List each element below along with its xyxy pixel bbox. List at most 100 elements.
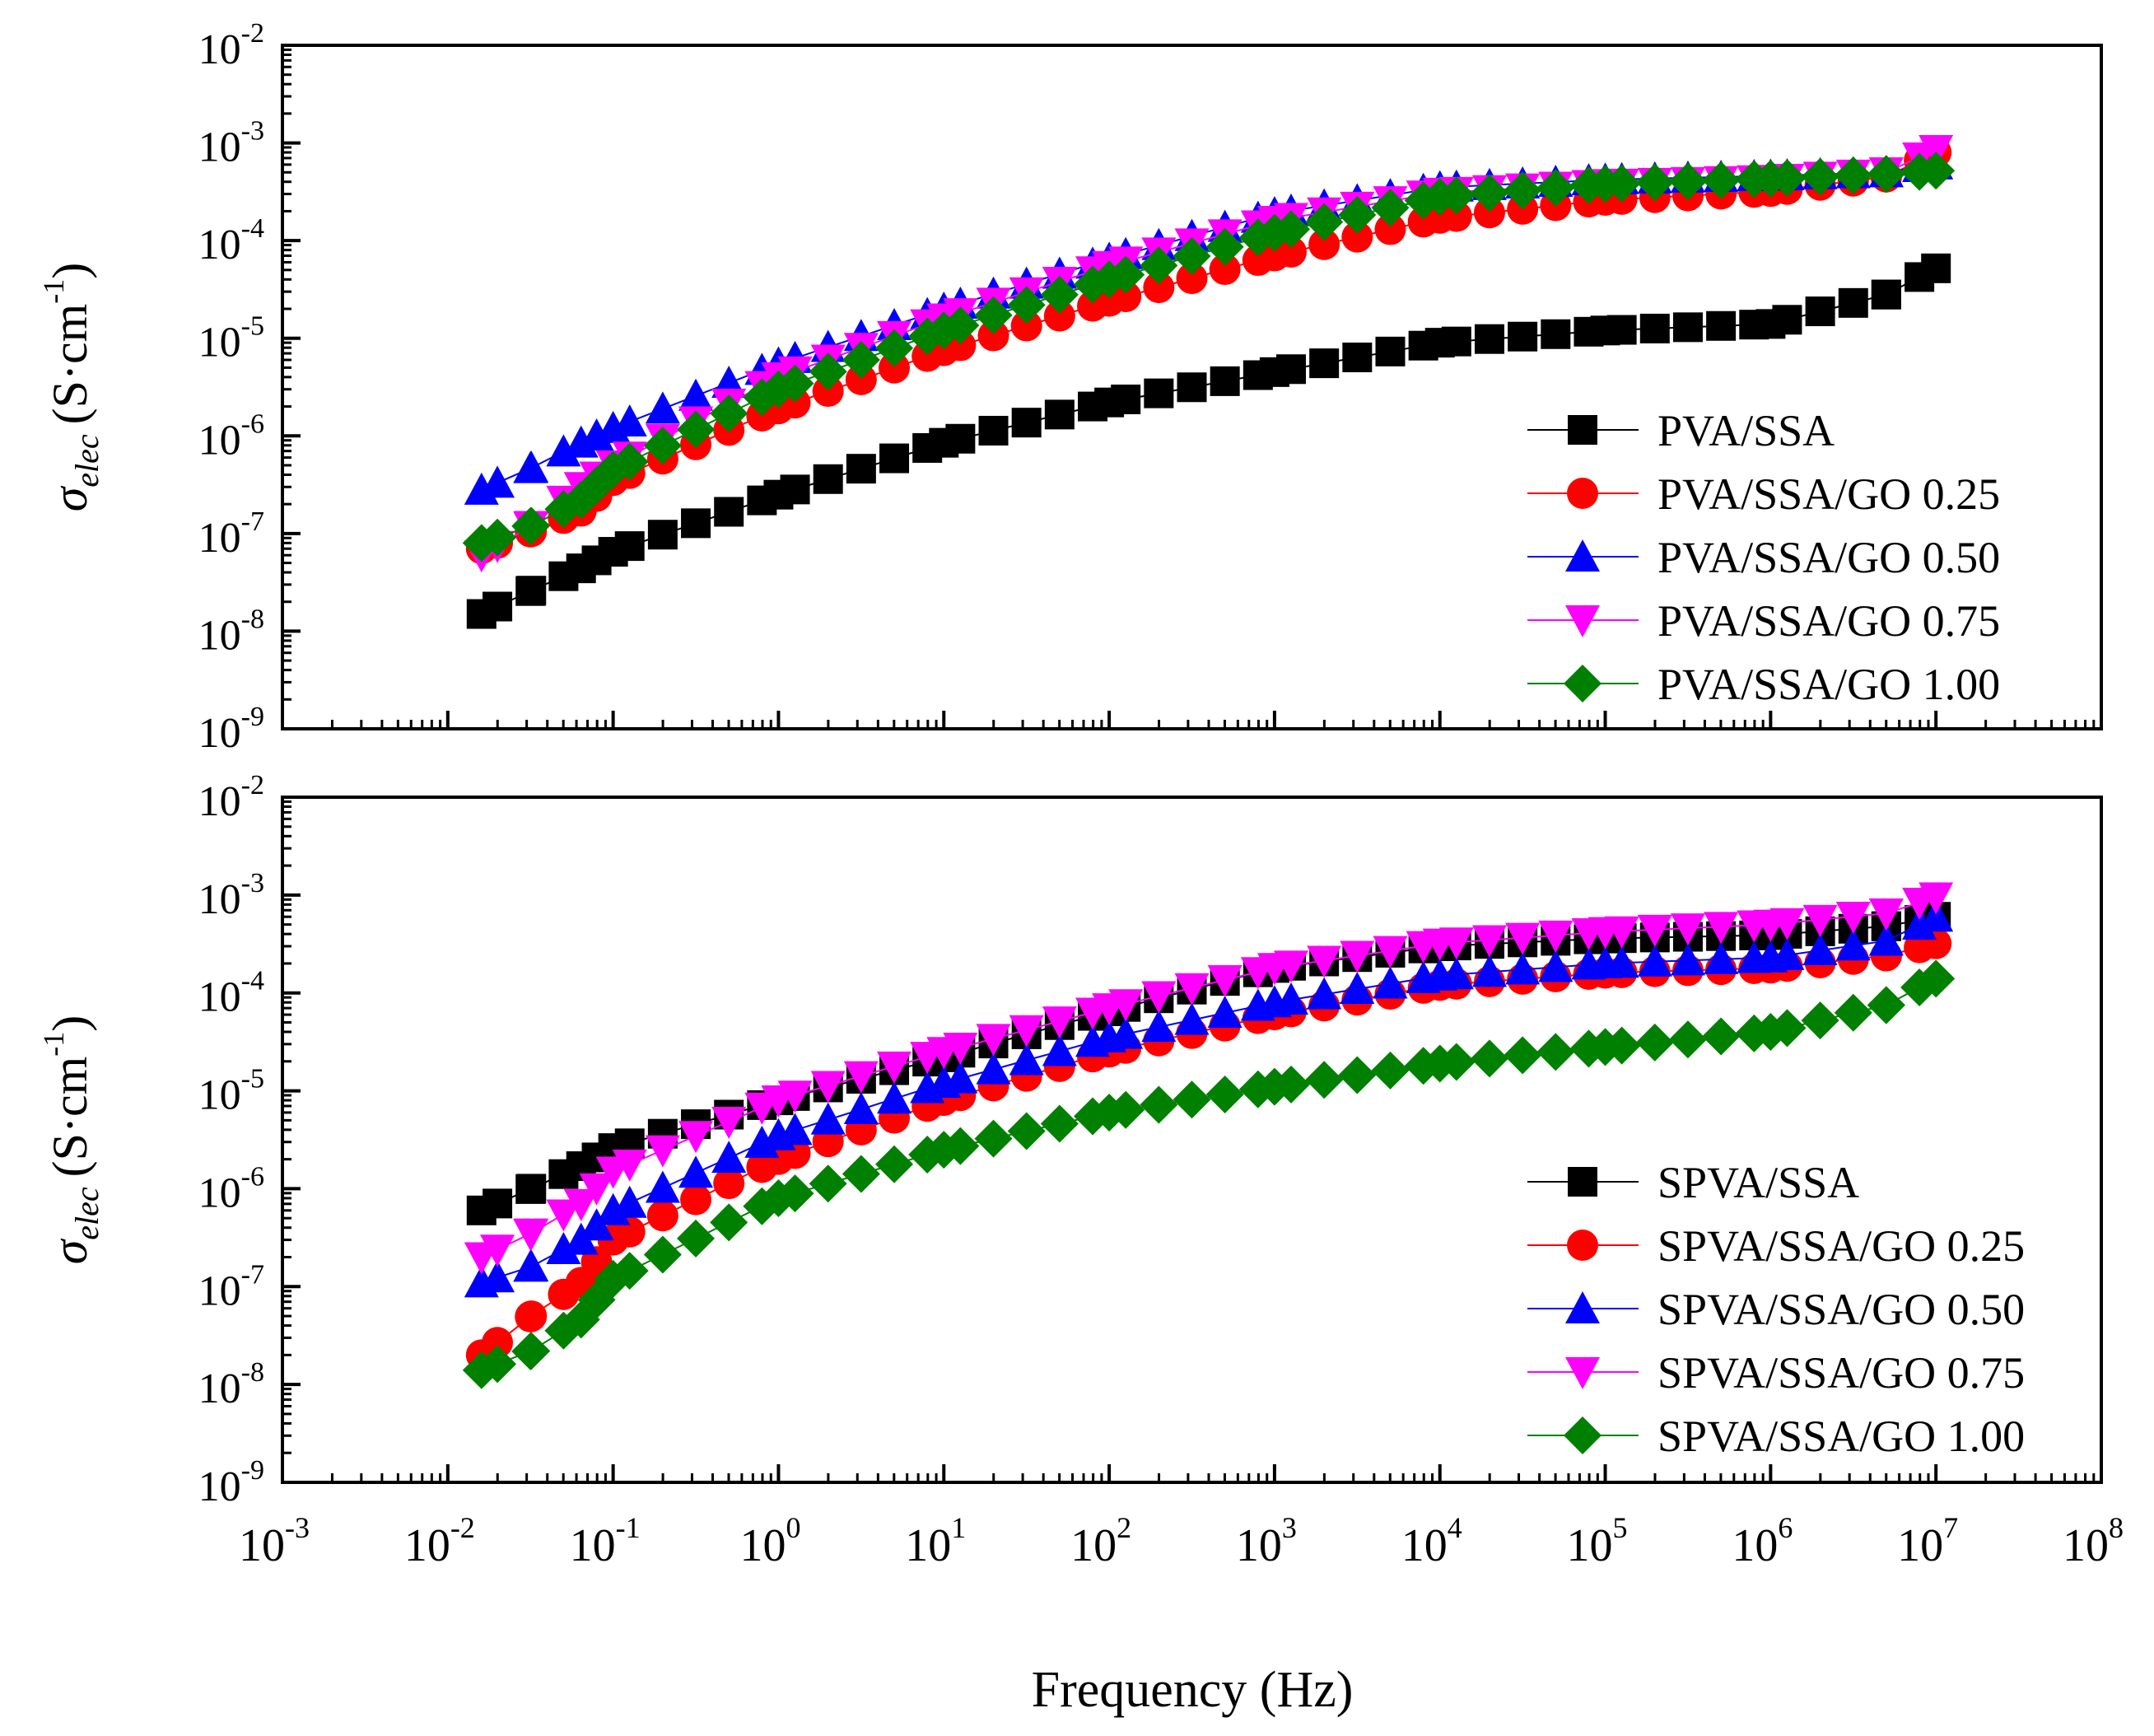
data-point	[681, 508, 711, 539]
data-point	[1374, 213, 1406, 245]
data-point	[879, 443, 910, 474]
data-point	[1205, 227, 1244, 266]
legend-label: PVA/SSA	[1657, 406, 1835, 455]
data-point	[1011, 408, 1042, 438]
data-point	[546, 1232, 581, 1265]
data-point	[1209, 254, 1241, 286]
data-point	[678, 1121, 714, 1154]
legend-entry: SPVA/SSA	[1527, 1158, 1859, 1207]
data-point	[678, 1155, 714, 1188]
data-point	[677, 1219, 716, 1258]
x-tick-label: 102	[1070, 1511, 1131, 1571]
data-point	[713, 1168, 745, 1200]
data-point	[978, 415, 1009, 446]
y-axis-label: σelec(S·cm-1)	[37, 263, 105, 512]
data-point	[1271, 1065, 1310, 1104]
data-point	[1308, 228, 1340, 260]
data-point	[1338, 195, 1377, 234]
x-tick-label: 10-1	[570, 1511, 641, 1571]
y-tick-label: 10-8	[198, 604, 264, 659]
data-point	[645, 1170, 680, 1203]
data-point	[777, 1113, 813, 1146]
data-point	[842, 341, 880, 380]
data-point	[1917, 959, 1956, 998]
data-point	[1371, 189, 1410, 227]
legend-label: PVA/SSA/GO 0.75	[1657, 596, 2000, 646]
data-point	[1275, 236, 1307, 268]
data-point	[1107, 1090, 1145, 1129]
data-point	[1441, 326, 1471, 357]
data-point	[614, 531, 645, 562]
y-tick-label: 10-2	[198, 18, 264, 73]
legend-label: PVA/SSA/GO 1.00	[1657, 660, 2000, 709]
data-point	[877, 1051, 912, 1084]
data-point	[1637, 914, 1672, 947]
data-point	[647, 520, 678, 550]
data-point	[875, 329, 914, 367]
data-point	[1438, 957, 1474, 990]
data-point	[1140, 1085, 1178, 1124]
legend-label: SPVA/SSA/GO 1.00	[1657, 1412, 2025, 1461]
data-point	[1768, 159, 1807, 198]
data-point	[1538, 950, 1574, 982]
legend-entry: PVA/SSA/GO 0.25	[1527, 469, 2000, 519]
data-point	[1772, 305, 1802, 335]
data-point	[680, 1183, 712, 1216]
data-point	[1801, 1001, 1839, 1040]
y-tick-label: 10-5	[198, 1064, 264, 1119]
y-tick-label: 10-6	[198, 408, 264, 464]
data-point	[1437, 1043, 1476, 1081]
data-point	[1868, 898, 1904, 931]
data-point	[579, 1173, 614, 1206]
data-point	[483, 1188, 513, 1219]
data-point	[646, 1200, 678, 1232]
data-point	[1007, 286, 1046, 324]
data-point	[1140, 246, 1178, 285]
data-point	[478, 1345, 517, 1384]
data-point	[875, 1145, 914, 1183]
data-point	[1040, 275, 1079, 314]
data-point	[1144, 378, 1174, 408]
data-point	[1639, 313, 1670, 343]
data-point	[810, 1071, 846, 1104]
data-point	[941, 1127, 980, 1165]
data-point	[1919, 134, 1954, 167]
x-tick-label: 100	[739, 1511, 800, 1571]
data-point	[1207, 996, 1243, 1029]
data-point	[515, 1300, 548, 1332]
data-point	[1668, 162, 1707, 201]
legend-marker	[1568, 415, 1597, 445]
data-point	[1271, 210, 1310, 249]
legend-marker	[1565, 605, 1600, 637]
data-point	[480, 465, 515, 498]
data-point	[714, 497, 744, 527]
data-point	[974, 296, 1013, 334]
data-point	[1107, 255, 1145, 294]
data-point	[845, 363, 877, 395]
data-point	[1670, 943, 1705, 976]
x-tick-label: 103	[1236, 1511, 1297, 1571]
data-point	[1040, 1104, 1079, 1143]
data-point	[645, 1135, 680, 1168]
x-tick-label: 105	[1567, 1511, 1628, 1571]
data-point	[1672, 312, 1703, 343]
data-point	[976, 1024, 1011, 1057]
data-point	[1602, 164, 1641, 203]
data-point	[1470, 1039, 1508, 1078]
y-tick-label: 10-3	[198, 868, 264, 923]
data-point	[612, 1149, 647, 1182]
data-point	[514, 450, 549, 483]
legend-label: SPVA/SSA/GO 0.50	[1657, 1285, 2025, 1334]
data-point	[1602, 1026, 1641, 1065]
legend-label: PVA/SSA/GO 0.25	[1657, 469, 2000, 519]
data-point	[1174, 973, 1210, 1006]
data-point	[1504, 171, 1542, 210]
data-point	[1307, 977, 1342, 1010]
data-point	[1541, 319, 1571, 349]
data-point	[563, 1188, 599, 1221]
data-point	[710, 394, 748, 433]
series-SPVA/SSA/GO 0.50	[464, 899, 1954, 1298]
data-point	[1438, 927, 1474, 960]
data-point	[1470, 174, 1508, 212]
